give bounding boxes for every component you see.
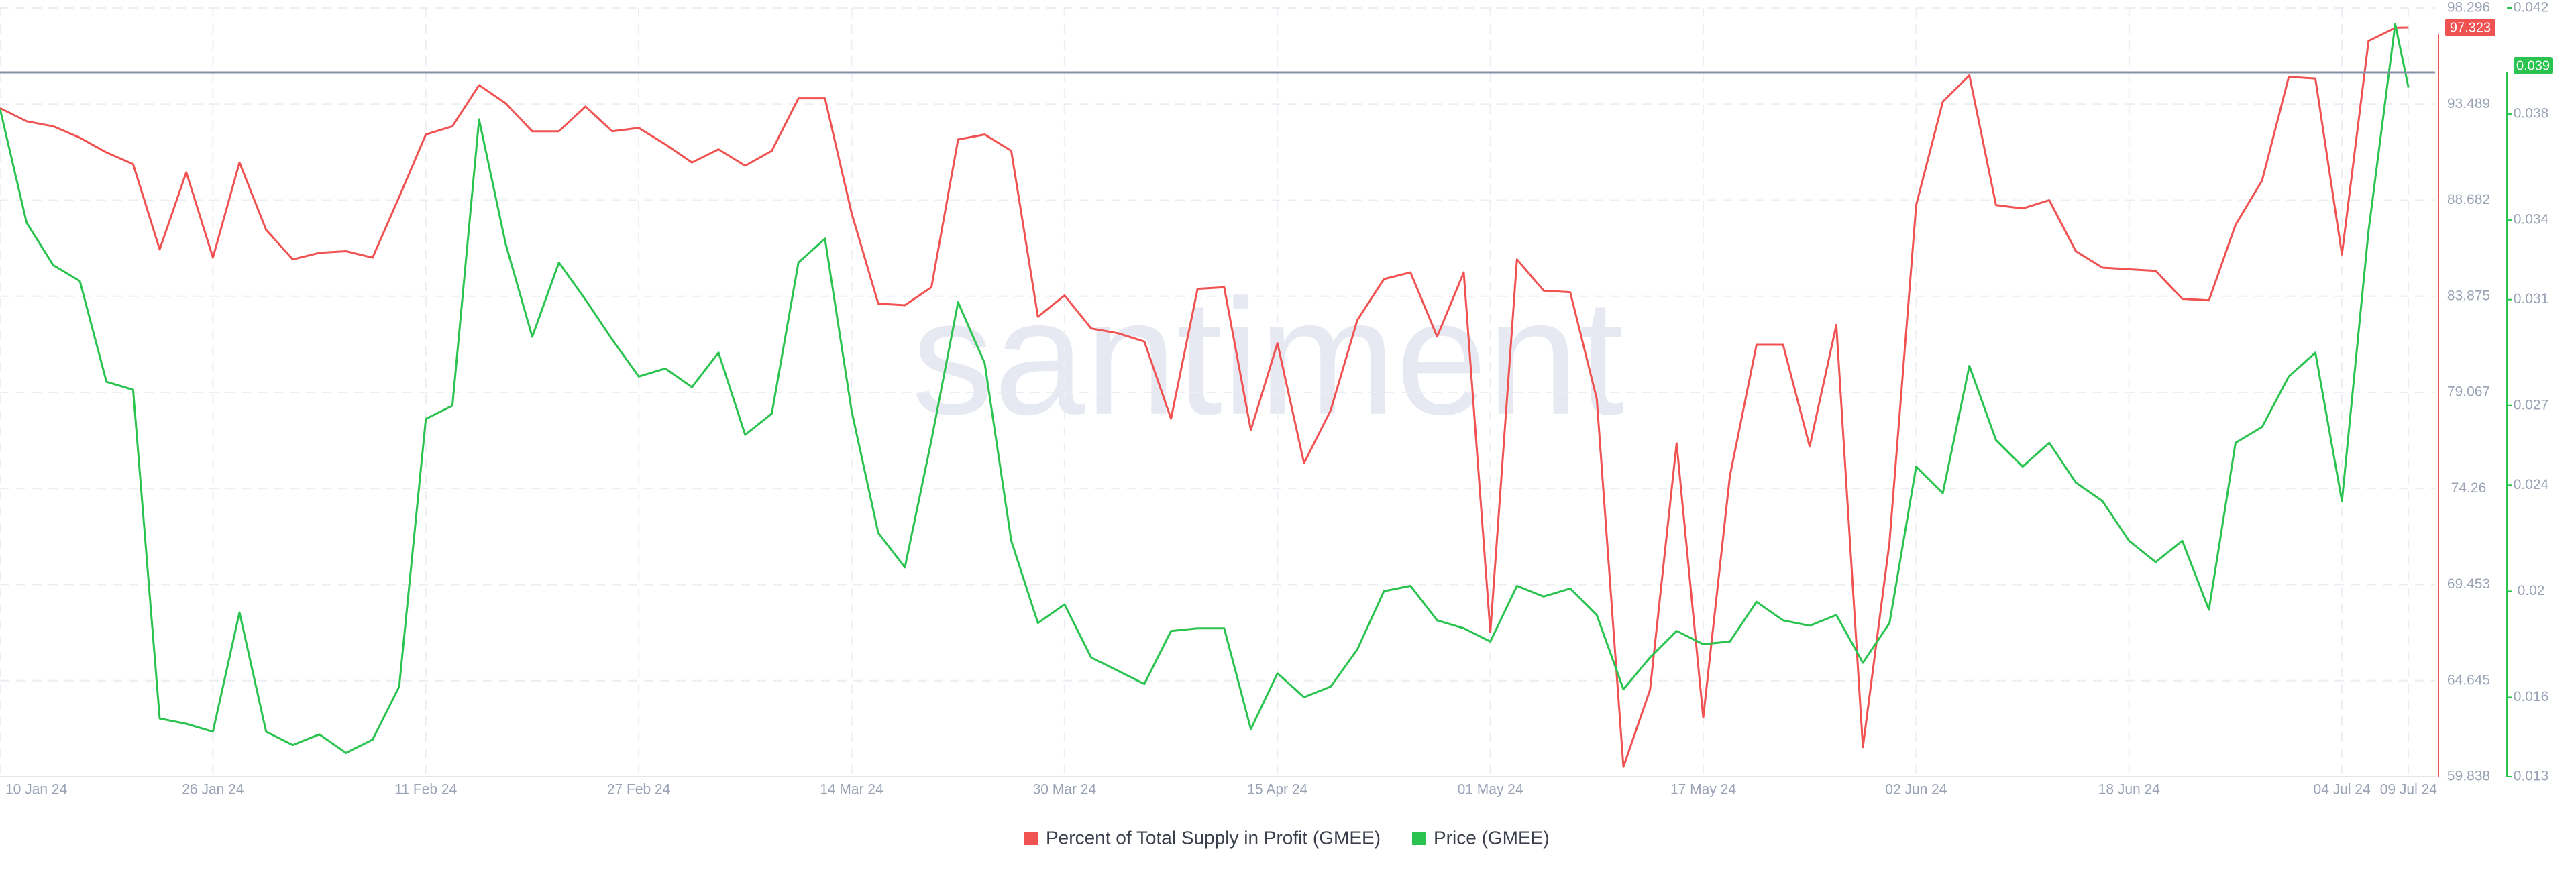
y-tick-label: 64.645 [2447, 672, 2490, 688]
series-line [0, 26, 2409, 768]
x-tick-label: 11 Feb 24 [394, 782, 457, 798]
y-tick-label: 59.838 [2447, 769, 2490, 784]
watermark: santiment [912, 265, 1624, 449]
x-tick-label: 18 Jun 24 [2098, 782, 2161, 798]
grid [0, 7, 2435, 777]
y-tick-label: 98.296 [2447, 0, 2490, 15]
y-tick-label: 79.067 [2447, 384, 2490, 400]
x-tick-label: 04 Jul 24 [2314, 782, 2371, 798]
y2-tick-label: 0.038 [2514, 106, 2549, 121]
y-tick-label: 93.489 [2447, 96, 2490, 111]
plot [0, 23, 2410, 768]
y2-tick-label: 0.016 [2514, 689, 2549, 704]
x-tick-label: 10 Jan 24 [5, 782, 68, 798]
y2-tick-label: 0.027 [2514, 397, 2549, 413]
y2-tick-label: 0.042 [2514, 0, 2549, 15]
y-tick-label: 69.453 [2447, 576, 2490, 592]
legend: Percent of Total Supply in Profit (GMEE)… [1024, 827, 1550, 848]
value-badge [2514, 57, 2553, 74]
series-line [0, 23, 2410, 754]
x-tick-label: 27 Feb 24 [607, 782, 671, 798]
x-tick-label: 14 Mar 24 [820, 782, 883, 798]
legend-label: Percent of Total Supply in Profit (GMEE) [1046, 827, 1381, 848]
y2-tick-label: 0.031 [2514, 291, 2549, 307]
value-badge [2445, 19, 2496, 36]
x-tick-label: 01 May 24 [1458, 782, 1523, 798]
x-tick-label: 02 Jun 24 [1885, 782, 1947, 798]
x-tick-label: 15 Apr 24 [1247, 782, 1307, 798]
legend-swatch [1412, 832, 1426, 845]
x-tick-label: 26 Jan 24 [182, 782, 244, 798]
y-tick-label: 88.682 [2447, 192, 2490, 207]
x-tick-label: 09 Jul 24 [2380, 782, 2438, 798]
y2-tick-label: 0.034 [2514, 212, 2549, 227]
y2-tick-label: 0.02 [2518, 583, 2545, 598]
value-badge-label: 97.323 [2450, 20, 2491, 35]
legend-swatch [1024, 832, 1038, 845]
y-tick-label: 74.26 [2451, 480, 2487, 496]
y-tick-label: 83.875 [2447, 288, 2490, 303]
y2-tick-label: 0.013 [2514, 769, 2549, 784]
value-badge-label: 0.039 [2516, 58, 2550, 73]
y2-tick-label: 0.024 [2514, 477, 2549, 492]
axes: 59.838 64.645 69.453 74.26 79.067 83.875 88.68… [0, 0, 2553, 798]
x-tick-label: 17 May 24 [1670, 782, 1736, 798]
legend-label: Price (GMEE) [1434, 827, 1550, 848]
x-tick-label: 30 Mar 24 [1033, 782, 1097, 798]
